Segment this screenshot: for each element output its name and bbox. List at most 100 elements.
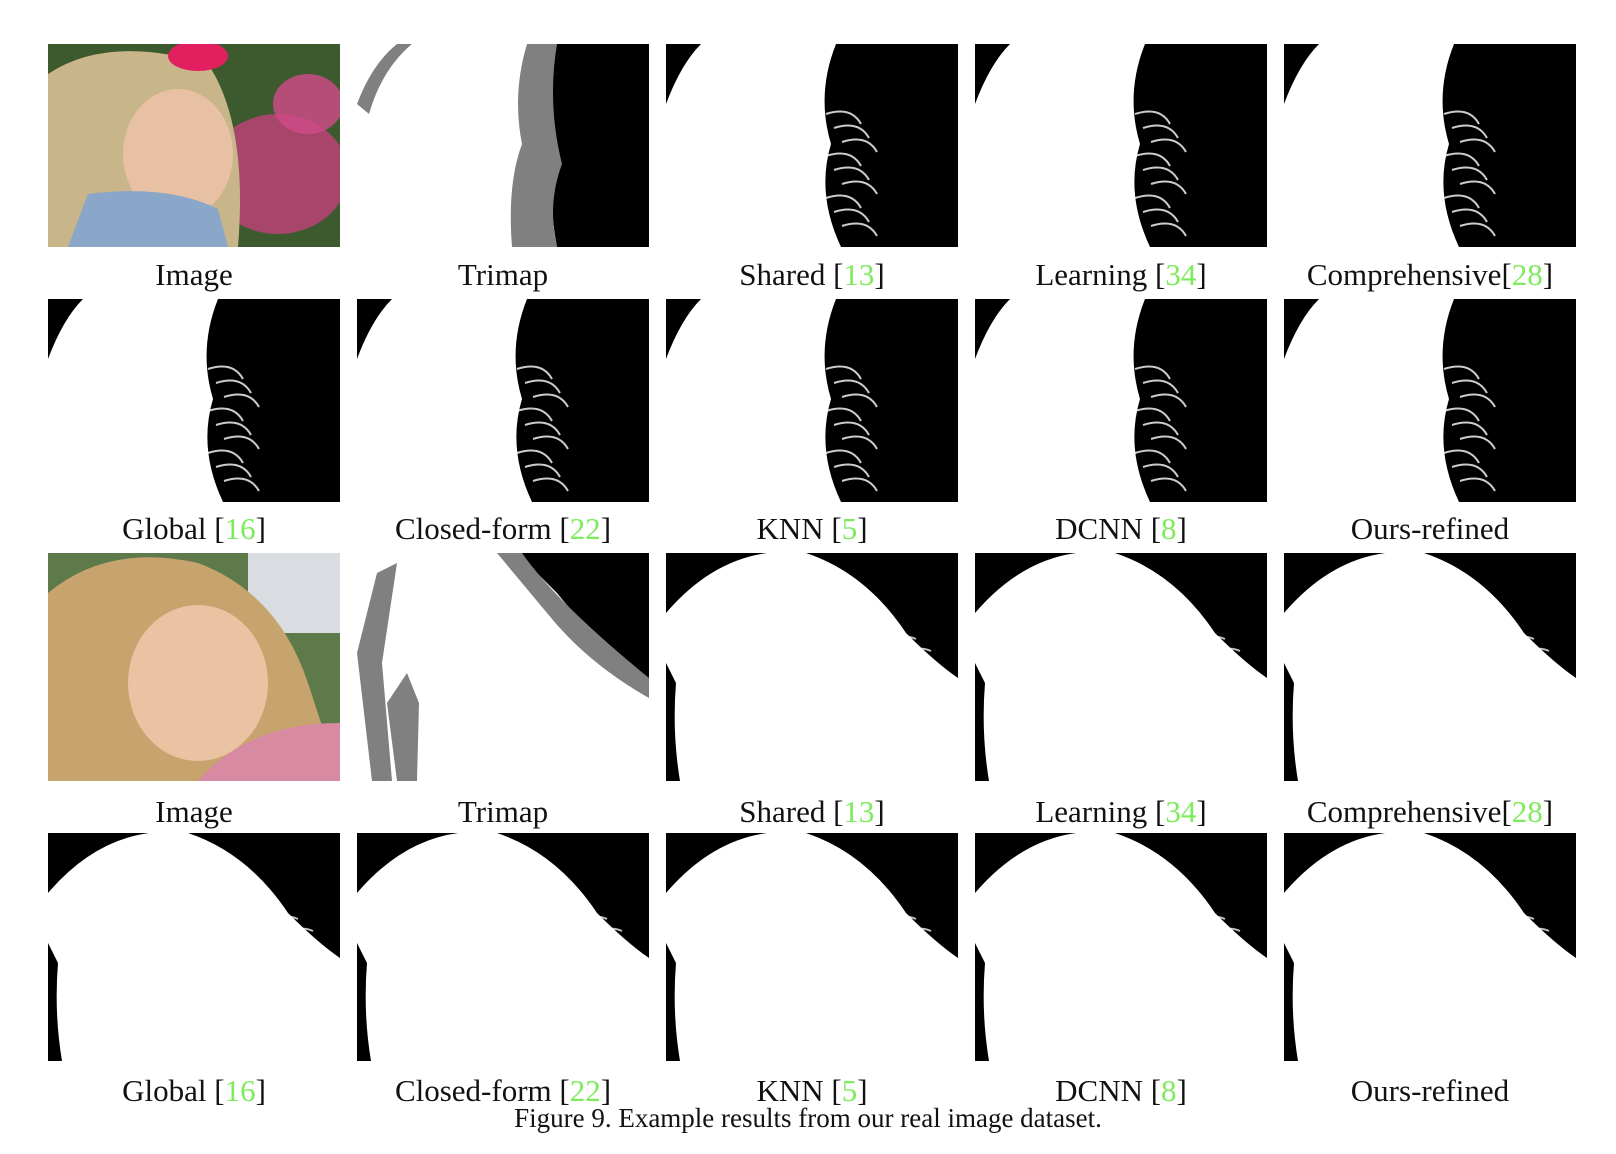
- alpha-matte-image: [1284, 553, 1576, 781]
- panel-label: KNN [5]: [647, 1073, 977, 1109]
- bracket-open: [: [1150, 511, 1162, 546]
- method-name: KNN: [756, 511, 832, 546]
- bracket-close: ]: [1542, 794, 1554, 829]
- citation-link[interactable]: 8: [1161, 1073, 1177, 1108]
- method-name: Trimap: [457, 257, 549, 292]
- bracket-open: [: [1501, 257, 1512, 292]
- alpha-matte-image: [666, 553, 958, 781]
- citation-link[interactable]: 13: [843, 794, 875, 829]
- citation-link[interactable]: 22: [569, 1073, 601, 1108]
- alpha-matte-image: [357, 299, 649, 502]
- input-photo-image: [48, 553, 340, 781]
- bracket-open: [: [214, 1073, 225, 1108]
- citation-link[interactable]: 28: [1511, 257, 1543, 292]
- bracket-close: ]: [600, 1073, 612, 1108]
- bracket-open: [: [559, 1073, 570, 1108]
- bracket-close: ]: [1176, 1073, 1187, 1108]
- method-name: Comprehensive: [1306, 794, 1502, 829]
- citation-link[interactable]: 16: [224, 1073, 256, 1108]
- bracket-open: [: [831, 1073, 842, 1108]
- method-name: Global: [122, 1073, 215, 1108]
- panel-label: Shared [13]: [647, 794, 977, 830]
- bracket-close: ]: [874, 794, 885, 829]
- panel-label: Image: [29, 257, 359, 293]
- citation-link[interactable]: 34: [1165, 794, 1197, 829]
- alpha-matte-image: [666, 833, 958, 1061]
- panel-label: Learning [34]: [956, 794, 1286, 830]
- citation-link[interactable]: 8: [1161, 511, 1177, 546]
- bracket-open: [: [214, 511, 225, 546]
- method-name: Closed-form: [394, 511, 560, 546]
- panel-label: Global [16]: [29, 1073, 359, 1109]
- bracket-close: ]: [600, 511, 612, 546]
- panel-label: Ours-refined: [1265, 511, 1595, 547]
- alpha-matte-image: [48, 299, 340, 502]
- citation-link[interactable]: 16: [224, 511, 256, 546]
- panel-label: Comprehensive[28]: [1265, 794, 1595, 830]
- citation-link[interactable]: 22: [569, 511, 601, 546]
- alpha-matte-image: [1284, 833, 1576, 1061]
- bracket-open: [: [1501, 794, 1512, 829]
- bracket-close: ]: [255, 1073, 266, 1108]
- bracket-close: ]: [1196, 257, 1207, 292]
- panel-label: DCNN [8]: [956, 511, 1286, 547]
- bracket-close: ]: [857, 511, 868, 546]
- alpha-matte-image: [975, 299, 1267, 502]
- method-name: Comprehensive: [1306, 257, 1502, 292]
- method-name: Closed-form: [394, 1073, 560, 1108]
- method-name: KNN: [756, 1073, 832, 1108]
- panel-label: Global [16]: [29, 511, 359, 547]
- method-name: Image: [155, 794, 233, 829]
- alpha-matte-image: [666, 44, 958, 247]
- bracket-close: ]: [1196, 794, 1207, 829]
- alpha-matte-image: [975, 44, 1267, 247]
- panel-label: Learning [34]: [956, 257, 1286, 293]
- method-name: DCNN: [1055, 1073, 1151, 1108]
- citation-link[interactable]: 28: [1511, 794, 1543, 829]
- alpha-matte-image: [357, 833, 649, 1061]
- panel-label: Trimap: [338, 257, 668, 293]
- method-name: Image: [155, 257, 233, 292]
- citation-link[interactable]: 34: [1165, 257, 1197, 292]
- panel-label: Comprehensive[28]: [1265, 257, 1595, 293]
- panel-label: Ours-refined: [1265, 1073, 1595, 1109]
- bracket-open: [: [1154, 794, 1166, 829]
- figure-caption: Figure 9. Example results from our real …: [514, 1103, 1102, 1133]
- panel-label: Closed-form [22]: [338, 511, 668, 547]
- bracket-open: [: [833, 257, 844, 292]
- bracket-close: ]: [857, 1073, 868, 1108]
- alpha-matte-image: [48, 833, 340, 1061]
- bracket-open: [: [1150, 1073, 1162, 1108]
- citation-link[interactable]: 13: [843, 257, 875, 292]
- alpha-matte-image: [975, 553, 1267, 781]
- alpha-matte-image: [666, 299, 958, 502]
- bracket-open: [: [559, 511, 570, 546]
- citation-link[interactable]: 5: [841, 1073, 858, 1108]
- bracket-open: [: [833, 794, 844, 829]
- alpha-matte-image: [1284, 44, 1576, 247]
- method-name: Ours-refined: [1350, 1073, 1510, 1108]
- method-name: Shared: [739, 794, 834, 829]
- panel-label: DCNN [8]: [956, 1073, 1286, 1109]
- citation-link[interactable]: 5: [841, 511, 858, 546]
- bracket-close: ]: [255, 511, 266, 546]
- panel-label: Image: [29, 794, 359, 830]
- method-name: Ours-refined: [1350, 511, 1510, 546]
- method-name: Learning: [1035, 257, 1155, 292]
- bracket-close: ]: [1542, 257, 1554, 292]
- method-name: Shared: [739, 257, 834, 292]
- alpha-matte-image: [975, 833, 1267, 1061]
- method-name: Learning: [1035, 794, 1155, 829]
- panel-label: Trimap: [338, 794, 668, 830]
- alpha-matte-image: [1284, 299, 1576, 502]
- panel-label: Closed-form [22]: [338, 1073, 668, 1109]
- bracket-close: ]: [1176, 511, 1187, 546]
- method-name: Trimap: [457, 794, 549, 829]
- panel-label: KNN [5]: [647, 511, 977, 547]
- panel-label: Shared [13]: [647, 257, 977, 293]
- trimap-image: [357, 44, 649, 247]
- bracket-open: [: [1154, 257, 1166, 292]
- method-name: Global: [122, 511, 215, 546]
- bracket-close: ]: [874, 257, 885, 292]
